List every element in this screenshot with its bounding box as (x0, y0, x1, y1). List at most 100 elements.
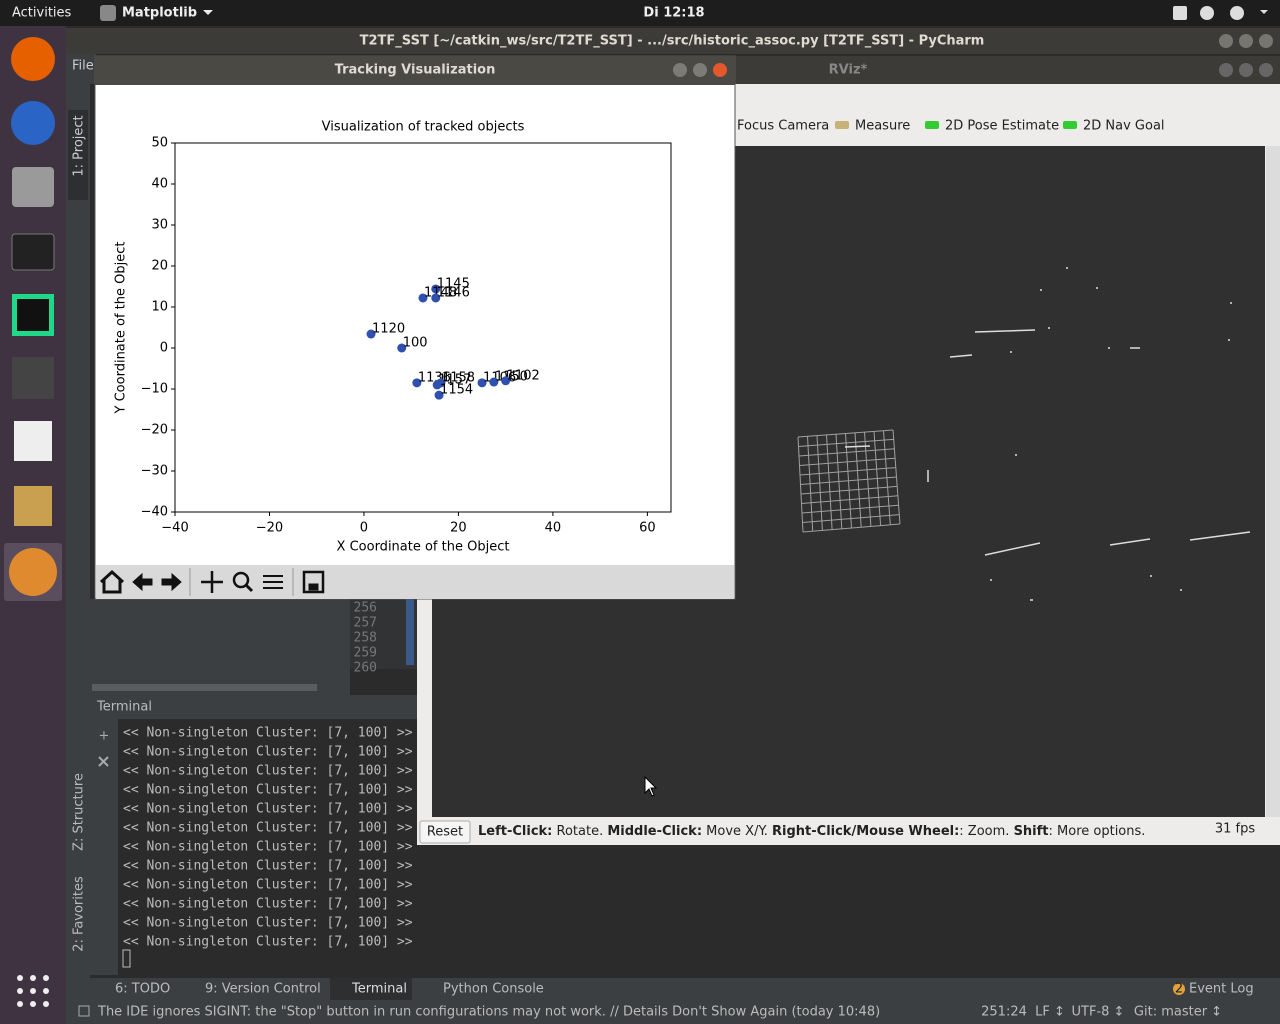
tool[interactable]: 2D Pose Estimate (945, 119, 1059, 134)
help-part: Move X/Y. (702, 824, 772, 839)
tool[interactable]: Measure (855, 119, 910, 134)
point (418, 293, 428, 303)
grid-line (883, 430, 891, 525)
point (431, 293, 441, 303)
event-log[interactable]: Event Log (1189, 982, 1254, 997)
point-label: 1154 (440, 383, 473, 398)
axes-frame (174, 142, 672, 513)
reset-button[interactable] (419, 820, 471, 844)
side-tab[interactable]: 2: Favorites (72, 876, 87, 952)
app-icon (100, 5, 116, 21)
top-bar (0, 0, 1280, 26)
gutter (350, 599, 417, 669)
figure-title: Tracking Visualization (335, 63, 496, 78)
terminal-line: << Non-singleton Cluster: [7, 100] >> (123, 821, 413, 836)
terminal-close[interactable] (98, 756, 109, 767)
help-part: Shift (1014, 824, 1049, 839)
status-item[interactable]: Git: master ↕ (1134, 1005, 1222, 1020)
toolbar-buttons[interactable] (99, 568, 325, 596)
scrollbar (92, 684, 317, 691)
point-label: 100 (403, 336, 428, 351)
rviz-title: RViz* (829, 63, 868, 78)
terminal-line: << Non-singleton Cluster: [7, 100] >> (123, 840, 413, 855)
tool-tab[interactable]: Python Console (443, 982, 544, 997)
point-label: 1146 (437, 285, 470, 300)
dropdown-arrow (203, 10, 213, 15)
help-part: Middle-Click: (607, 824, 702, 839)
app-menu[interactable]: Matplotlib (122, 6, 197, 21)
y-tick-label: −20 (141, 423, 168, 438)
terminal-line: << Non-singleton Cluster: [7, 100] >> (123, 764, 413, 779)
y-tick-label: 30 (151, 218, 168, 233)
point (366, 329, 376, 339)
tool-tab[interactable]: 9: Version Control (205, 982, 321, 997)
activities[interactable]: Activities (12, 6, 72, 21)
gutter-marker (406, 599, 414, 665)
terminal-line: << Non-singleton Cluster: [7, 100] >> (123, 859, 413, 874)
pycharm-titlebar (66, 28, 1280, 54)
terminal-line: << Non-singleton Cluster: [7, 100] >> (123, 878, 413, 893)
event-log-badge (1173, 983, 1185, 995)
figure-window-buttons[interactable] (673, 63, 727, 77)
tool-tab[interactable]: 6: TODO (115, 982, 170, 997)
status-item[interactable]: UTF-8 ↕ (1072, 1005, 1125, 1020)
grid-line (800, 476, 897, 485)
reset-label[interactable]: Reset (427, 825, 463, 840)
mouse-cursor (644, 775, 658, 797)
point-label: 1158 (442, 370, 475, 385)
side-tab[interactable]: 1: Project (72, 115, 87, 176)
grid-line (801, 504, 899, 514)
grid-line (802, 514, 900, 523)
point-label: 1157 (438, 372, 471, 387)
grid-line (873, 431, 882, 526)
rviz-help: Left-Click: Rotate. Middle-Click: Move X… (478, 824, 1145, 839)
tool[interactable]: 2D Nav Goal (1083, 119, 1165, 134)
terminal-line: << Non-singleton Cluster: [7, 100] >> (123, 897, 413, 912)
y-tick-label: 50 (151, 136, 168, 151)
dock-icons[interactable] (4, 37, 62, 1007)
terminal-line: << Non-singleton Cluster: [7, 100] >> (123, 802, 413, 817)
tray[interactable] (1173, 6, 1268, 20)
figure-titlebar (95, 56, 735, 85)
x-tick-label: −20 (256, 521, 283, 536)
y-axis-label: Y Coordinate of the Object (114, 242, 129, 415)
side-tab[interactable]: Z: Structure (72, 773, 87, 851)
figure-toolbar (96, 565, 734, 599)
status-item[interactable]: LF ↕ (1035, 1005, 1065, 1020)
tool-tab[interactable]: Terminal (351, 982, 407, 997)
y-tick-label: −10 (141, 382, 168, 397)
terminal-add[interactable]: + (99, 729, 110, 744)
terminal-header: Terminal (96, 700, 152, 715)
clock[interactable]: Di 12:18 (643, 6, 704, 21)
chart-title: Visualization of tracked objects (322, 120, 525, 135)
line-number: 258 (354, 631, 377, 646)
status-item[interactable]: 251:24 (981, 1005, 1027, 1020)
x-tick-label: 20 (450, 521, 467, 536)
tool-icon (835, 121, 849, 129)
rviz-side (1266, 146, 1280, 817)
tool[interactable]: Focus Camera (737, 119, 829, 134)
window-buttons[interactable] (1219, 34, 1273, 48)
x-axis-label: X Coordinate of the Object (337, 540, 510, 555)
grid-line (801, 495, 898, 504)
side-strip (66, 84, 90, 978)
y-tick-label: 0 (160, 341, 168, 356)
grid-line (854, 432, 862, 528)
x-tick-label: 0 (360, 521, 368, 536)
rviz-window-buttons[interactable] (1219, 63, 1273, 77)
status-bar (66, 1000, 1280, 1024)
pycharm-title: T2TF_SST [~/catkin_ws/src/T2TF_SST] - ..… (360, 34, 985, 49)
line-number: 259 (354, 646, 377, 661)
side-tab-active (68, 110, 88, 200)
terminal-line: << Non-singleton Cluster: [7, 100] >> (123, 935, 413, 950)
point-label: 1145 (437, 276, 470, 291)
project-panel (90, 599, 350, 695)
point-label: 1120 (372, 322, 405, 337)
point (431, 284, 441, 294)
menu-file[interactable]: File (72, 59, 94, 74)
x-tick-label: 60 (639, 521, 656, 536)
line-number: 260 (354, 661, 377, 676)
terminal (118, 719, 417, 975)
line-number: 256 (354, 601, 377, 616)
rviz-titlebar (717, 56, 1280, 84)
